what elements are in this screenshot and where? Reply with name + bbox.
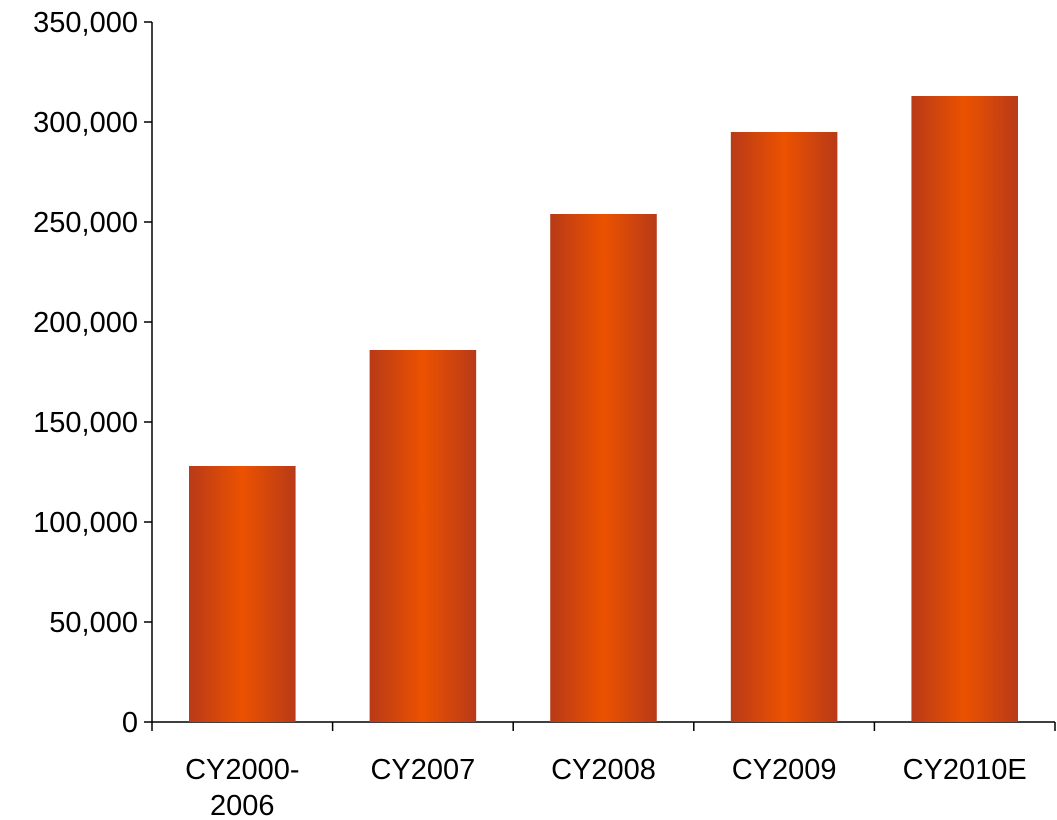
x-tick-label-line: CY2008 — [551, 754, 656, 786]
y-tick-label: 300,000 — [33, 107, 138, 139]
bar — [730, 132, 838, 722]
y-tick-label: 0 — [122, 707, 138, 739]
y-tick-label: 50,000 — [49, 607, 138, 639]
x-tick-label: CY2008 — [551, 754, 656, 786]
x-tick-label-line: CY2000- — [185, 754, 299, 786]
x-tick-label-line: CY2007 — [370, 754, 475, 786]
y-tick-label: 100,000 — [33, 507, 138, 539]
y-tick-label: 200,000 — [33, 307, 138, 339]
x-axis: CY2000- 2006 CY2007 CY2008 CY2009 CY2010E — [151, 721, 1056, 820]
x-tick-label: CY2009 — [732, 754, 837, 786]
bars — [189, 96, 1018, 722]
x-tick-label-line: 2006 — [210, 790, 275, 820]
x-tick-label-line: CY2010E — [903, 754, 1027, 786]
bar — [550, 214, 657, 722]
y-tick-label: 350,000 — [33, 7, 138, 39]
x-tick-label-line: CY2009 — [732, 754, 837, 786]
bar — [911, 96, 1018, 722]
y-axis: 0 50,000 100,000 150,000 200,000 250,000 300,0… — [33, 7, 153, 739]
x-tick-label: CY2007 — [370, 754, 475, 786]
y-tick-label: 150,000 — [33, 407, 138, 439]
x-tick-label: CY2010E — [903, 754, 1027, 786]
x-tick-label: CY2000- 2006 — [185, 754, 299, 820]
y-tick-label: 250,000 — [33, 207, 138, 239]
bar — [369, 350, 477, 722]
bar — [189, 466, 296, 722]
